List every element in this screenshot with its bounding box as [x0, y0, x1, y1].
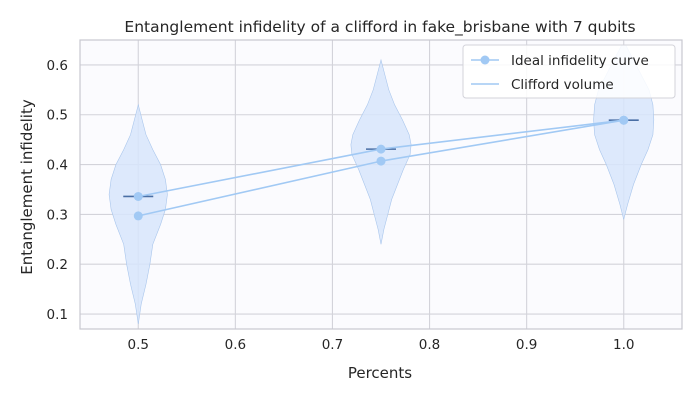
series-point [376, 156, 386, 166]
legend-label: Ideal infidelity curve [511, 53, 649, 69]
legend-label: Clifford volume [511, 77, 614, 93]
y-tick-label: 0.5 [47, 108, 68, 124]
y-tick-label: 0.3 [47, 207, 68, 223]
x-tick-label: 0.9 [516, 337, 537, 353]
series-point [133, 191, 143, 201]
y-tick-label: 0.4 [47, 158, 68, 174]
x-tick-label: 0.6 [225, 337, 246, 353]
series-point [133, 211, 143, 221]
x-tick-label: 1.0 [613, 337, 634, 353]
legend-box [462, 44, 676, 99]
y-tick-label: 0.6 [47, 58, 68, 74]
x-tick-label: 0.8 [419, 337, 440, 353]
y-axis-label: Entanglement infidelity [18, 99, 36, 275]
x-tick-label: 0.7 [322, 337, 343, 353]
x-tick-label: 0.5 [128, 337, 149, 353]
legend-marker [480, 55, 490, 65]
plot-frame [79, 39, 683, 330]
series-point [619, 115, 629, 125]
y-tick-label: 0.2 [47, 257, 68, 273]
y-tick-label: 0.1 [47, 307, 68, 323]
series-point [376, 144, 386, 154]
legend: Ideal infidelity curve Clifford volume [462, 44, 676, 99]
x-axis-label: Percents [348, 364, 412, 382]
chart-title: Entanglement infidelity of a clifford in… [124, 18, 635, 37]
